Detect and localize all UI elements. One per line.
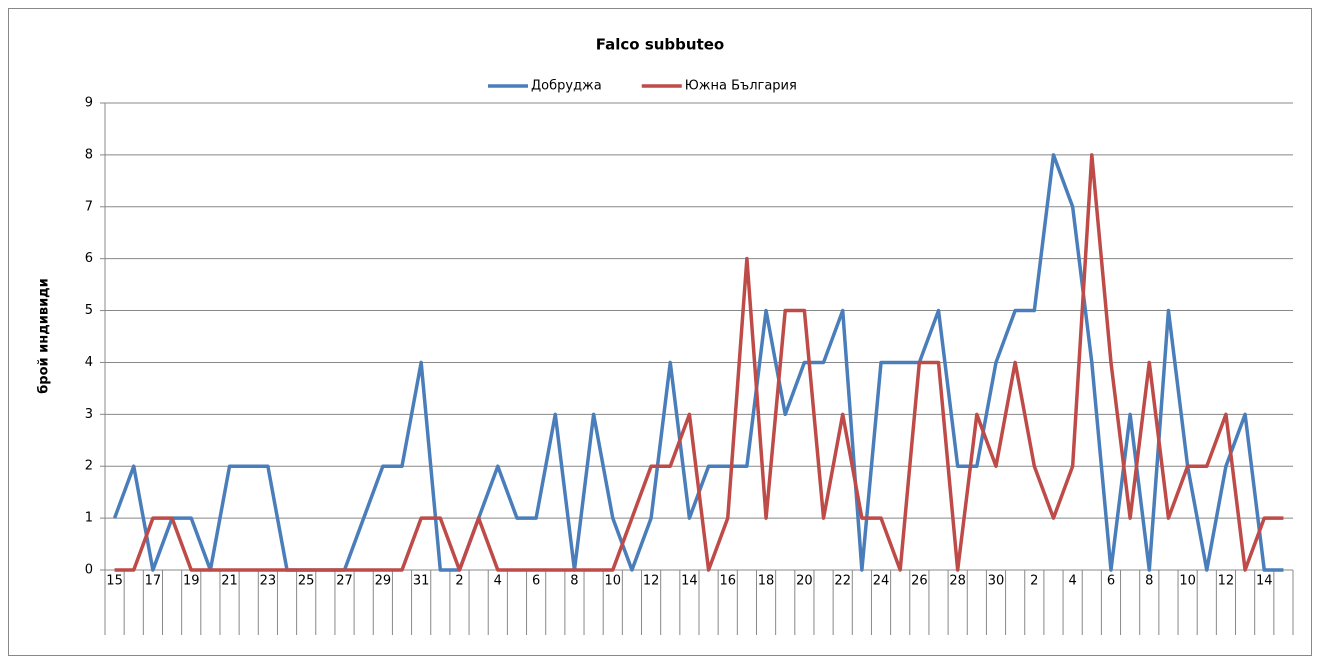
x-tick-label: 27 [336, 574, 353, 589]
x-tick-label: 6 [1107, 574, 1115, 589]
x-tick-label: 4 [1069, 574, 1077, 589]
x-tick-label: 14 [1256, 574, 1273, 589]
x-tick-label: 8 [1145, 574, 1153, 589]
chart-border [8, 8, 1312, 656]
y-tick-label: 5 [85, 303, 93, 318]
x-tick-label: 24 [873, 574, 890, 589]
x-tick-label: 10 [1179, 574, 1196, 589]
y-tick-label: 6 [85, 251, 93, 266]
x-tick-label: 22 [834, 574, 851, 589]
x-tick-label: 4 [494, 574, 502, 589]
x-tick-label: 20 [796, 574, 813, 589]
x-tick-label: 30 [988, 574, 1005, 589]
y-tick-label: 9 [85, 96, 93, 111]
x-tick-label: 31 [413, 574, 430, 589]
x-tick-label: 6 [532, 574, 540, 589]
x-tick-label: 18 [758, 574, 775, 589]
x-tick-label: 21 [221, 574, 238, 589]
x-tick-label: 26 [911, 574, 928, 589]
x-tick-label: 17 [145, 574, 162, 589]
x-tick-label: 19 [183, 574, 200, 589]
x-tick-label: 8 [570, 574, 578, 589]
y-tick-label: 7 [85, 199, 93, 214]
y-axis-title: брой индивиди [37, 278, 52, 394]
legend-label: Южна България [685, 79, 797, 94]
x-tick-label: 12 [643, 574, 660, 589]
y-tick-label: 2 [85, 459, 93, 474]
y-tick-label: 8 [85, 147, 93, 162]
chart-title: Falco subbuteo [596, 36, 724, 54]
x-tick-label: 15 [106, 574, 123, 589]
y-tick-label: 3 [85, 407, 93, 422]
x-tick-label: 14 [681, 574, 698, 589]
y-tick-label: 0 [85, 563, 93, 578]
x-tick-label: 25 [298, 574, 315, 589]
x-tick-label: 10 [605, 574, 622, 589]
x-tick-label: 29 [375, 574, 392, 589]
y-tick-label: 1 [85, 511, 93, 526]
x-tick-label: 16 [719, 574, 736, 589]
x-tick-label: 12 [1218, 574, 1235, 589]
legend-label: Добруджа [531, 79, 602, 94]
x-tick-label: 28 [949, 574, 966, 589]
y-tick-label: 4 [85, 355, 93, 370]
x-tick-label: 23 [260, 574, 277, 589]
x-tick-label: 2 [1030, 574, 1038, 589]
series-line [114, 153, 1284, 572]
x-tick-label: 2 [455, 574, 463, 589]
